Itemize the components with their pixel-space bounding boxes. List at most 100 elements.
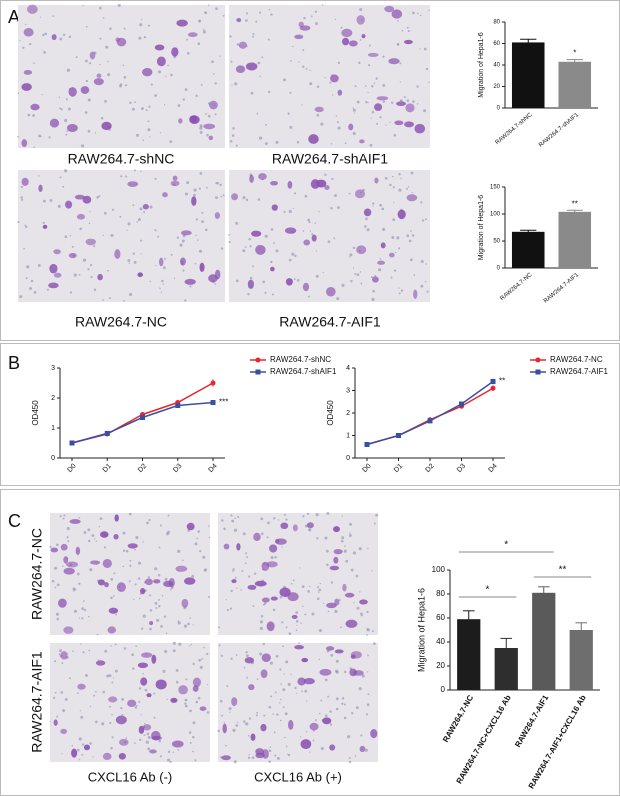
micrograph-speck xyxy=(49,720,51,722)
micrograph-speck xyxy=(334,18,337,21)
micrograph-speck xyxy=(78,737,82,741)
micrograph xyxy=(218,512,379,636)
micrograph-cell xyxy=(271,204,278,211)
micrograph-speck xyxy=(350,568,354,572)
micrograph-speck xyxy=(424,218,427,221)
micrograph-speck xyxy=(127,259,131,262)
micrograph-speck xyxy=(398,173,401,176)
micrograph-cell xyxy=(21,177,29,186)
micrograph-speck xyxy=(359,7,363,12)
micrograph-speck xyxy=(372,205,374,207)
micrograph-speck xyxy=(250,91,254,95)
micrograph-cell xyxy=(140,587,146,595)
micrograph-speck xyxy=(270,13,273,16)
micrograph-speck xyxy=(162,669,166,673)
micrograph-cell xyxy=(341,37,350,46)
micrograph-speck xyxy=(296,278,300,282)
micrograph-speck xyxy=(232,728,236,732)
micrograph-speck xyxy=(251,756,255,759)
micrograph-speck xyxy=(379,116,382,119)
micrograph-speck xyxy=(207,114,211,118)
micrograph-speck xyxy=(327,240,331,243)
micrograph-speck xyxy=(99,37,102,40)
micrograph-speck xyxy=(235,279,239,283)
micrograph-speck xyxy=(149,594,152,597)
micrograph-speck xyxy=(324,536,328,540)
micrograph-speck xyxy=(62,33,66,37)
micrograph-speck xyxy=(162,283,164,285)
micrograph-speck xyxy=(122,549,126,552)
micrograph-speck xyxy=(85,79,89,83)
micrograph-cell xyxy=(208,274,218,283)
micrograph-speck xyxy=(95,540,98,542)
micrograph-speck xyxy=(111,736,114,739)
micrograph-speck xyxy=(245,198,249,202)
micrograph-speck xyxy=(94,538,96,540)
micrograph-cell xyxy=(326,602,337,609)
micrograph-speck xyxy=(266,536,269,539)
micrograph-speck xyxy=(343,716,347,720)
micrograph-speck xyxy=(406,234,410,238)
micrograph-cell xyxy=(308,134,319,144)
micrograph-cell xyxy=(244,657,255,664)
micrograph-speck xyxy=(172,751,175,753)
micrograph-speck xyxy=(236,43,240,46)
micrograph-speck xyxy=(129,292,133,297)
micrograph-speck xyxy=(255,714,258,717)
micrograph-speck xyxy=(109,705,112,708)
y-axis-label: Migration of Hepa1-6 xyxy=(478,32,485,97)
micrograph-speck xyxy=(190,643,193,646)
micrograph-cell xyxy=(163,580,174,587)
micrograph-speck xyxy=(64,697,68,701)
micrograph-speck xyxy=(73,273,77,277)
micrograph-speck xyxy=(261,56,264,59)
micrograph-speck xyxy=(131,107,135,111)
micrograph-speck xyxy=(407,186,410,188)
micrograph-speck xyxy=(78,516,81,519)
micrograph-speck xyxy=(167,758,171,762)
micrograph-speck xyxy=(270,695,273,698)
micrograph-speck xyxy=(235,724,239,727)
micrograph-cell xyxy=(176,19,188,27)
micrograph-speck xyxy=(195,94,198,98)
micrograph-speck xyxy=(428,81,430,84)
micrograph-speck xyxy=(252,32,255,36)
micrograph-speck xyxy=(361,674,365,678)
micrograph-speck xyxy=(38,134,41,138)
micrograph-speck xyxy=(80,643,82,645)
micrograph-speck xyxy=(272,713,274,715)
micrograph-cell xyxy=(404,121,414,128)
micrograph-speck xyxy=(111,713,113,716)
micrograph-speck xyxy=(121,713,124,716)
x-tick-label: RAW264.7-shAIF1 xyxy=(538,112,581,149)
micrograph-speck xyxy=(128,262,131,264)
micrograph-speck xyxy=(62,517,65,520)
micrograph-cell xyxy=(151,654,157,664)
micrograph-speck xyxy=(205,186,208,189)
micrograph-speck xyxy=(256,678,259,681)
micrograph-speck xyxy=(194,759,197,762)
micrograph-cell xyxy=(266,561,278,568)
micrograph-speck xyxy=(64,118,68,123)
micrograph-speck xyxy=(201,211,204,214)
micrograph-speck xyxy=(83,530,87,534)
micrograph-speck xyxy=(123,647,127,650)
micrograph-speck xyxy=(163,615,167,618)
micrograph-speck xyxy=(61,662,64,665)
micrograph-speck xyxy=(392,186,395,189)
micrograph-speck xyxy=(423,109,427,113)
micrograph-cell xyxy=(384,5,395,13)
micrograph-speck xyxy=(245,12,249,15)
column-label: CXCL16 Ab (+) xyxy=(254,769,342,784)
micrograph-speck xyxy=(376,122,379,125)
micrograph-speck xyxy=(355,574,359,578)
micrograph-speck xyxy=(271,293,274,296)
micrograph-speck xyxy=(219,55,221,57)
micrograph-speck xyxy=(133,598,135,601)
micrograph-cell xyxy=(270,596,278,601)
micrograph-speck xyxy=(204,228,208,232)
micrograph-speck xyxy=(293,278,296,281)
micrograph-speck xyxy=(324,714,328,718)
micrograph-speck xyxy=(425,67,429,71)
micrograph-cell xyxy=(261,653,271,663)
